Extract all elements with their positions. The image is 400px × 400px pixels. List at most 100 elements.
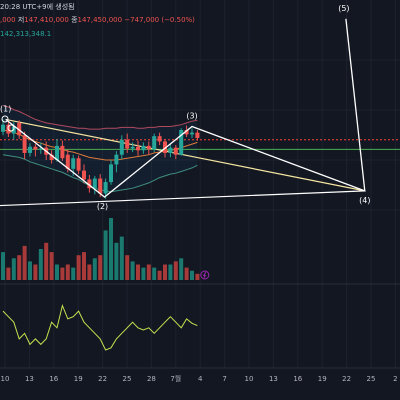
volume-bar bbox=[55, 264, 59, 280]
candle-body bbox=[114, 154, 119, 165]
x-axis-tick-label: 2 bbox=[393, 375, 397, 383]
volume-bar bbox=[11, 258, 16, 280]
volume-bar bbox=[136, 264, 140, 280]
candle-body bbox=[119, 139, 124, 155]
volume-bar bbox=[152, 267, 157, 280]
volume-bar bbox=[130, 261, 135, 280]
candle-body bbox=[33, 146, 38, 150]
candle-body bbox=[190, 132, 194, 135]
volume-bar bbox=[60, 267, 65, 280]
wave-path bbox=[5, 18, 366, 198]
rsi-pane bbox=[2, 303, 198, 351]
volume-bar bbox=[38, 249, 43, 280]
volume-bar bbox=[87, 264, 92, 280]
x-axis-tick-label: 10 bbox=[1, 375, 10, 383]
x-axis-tick-label: 16 bbox=[49, 375, 58, 383]
candle-body bbox=[76, 158, 81, 171]
change-value: −747,000 (−0.50%) bbox=[124, 16, 195, 24]
candle-body bbox=[28, 146, 32, 153]
close-value: 147,450,000 bbox=[77, 16, 123, 24]
candle-body bbox=[71, 158, 76, 169]
trend-lines bbox=[0, 118, 365, 207]
volume-bar bbox=[71, 267, 76, 280]
volume-bar bbox=[1, 252, 5, 280]
volume-bar bbox=[190, 270, 194, 280]
candle-body bbox=[173, 147, 178, 155]
candle-body bbox=[195, 132, 200, 138]
volume-bar bbox=[173, 261, 178, 280]
volume-bar bbox=[44, 242, 49, 280]
candles bbox=[1, 119, 200, 199]
volume-bar bbox=[6, 267, 11, 280]
volume-bar bbox=[92, 258, 97, 280]
x-axis-tick-label: 10 bbox=[245, 375, 254, 383]
volume-bar bbox=[33, 264, 38, 280]
wave-label: (5) bbox=[338, 4, 349, 13]
x-axis-tick-label: 19 bbox=[74, 375, 83, 383]
candle-body bbox=[163, 141, 167, 153]
volume-bar bbox=[76, 255, 81, 280]
volume-bar bbox=[157, 270, 162, 280]
candle-body bbox=[65, 154, 70, 169]
x-axis-tick-label: 4 bbox=[198, 375, 203, 383]
header-time: 20:28 UTC+9에 생성됨 bbox=[0, 3, 75, 11]
volume-bar bbox=[114, 242, 119, 280]
candle-body bbox=[168, 147, 173, 153]
x-axis-tick-label: 28 bbox=[147, 375, 156, 383]
candle-body bbox=[82, 170, 86, 180]
band-fill bbox=[3, 105, 198, 192]
volume-bar bbox=[141, 267, 146, 280]
x-axis-tick-label: 19 bbox=[318, 375, 327, 383]
candle-body bbox=[87, 179, 92, 189]
candle-body bbox=[55, 145, 59, 160]
volume-bar bbox=[195, 273, 200, 280]
candle-body bbox=[125, 139, 130, 149]
wave-marker-circle bbox=[1, 115, 9, 123]
volume-bar bbox=[109, 218, 113, 280]
candle-body bbox=[109, 164, 113, 183]
candle-body bbox=[60, 145, 65, 159]
candle-body bbox=[92, 178, 97, 189]
trend-line bbox=[0, 190, 365, 207]
candle-body bbox=[141, 145, 146, 151]
candle-body bbox=[157, 136, 162, 142]
rsi-line bbox=[2, 303, 198, 351]
candle-body bbox=[98, 178, 103, 194]
candle-body bbox=[179, 130, 184, 155]
wave-label: (2) bbox=[97, 202, 108, 211]
wave-label: (3) bbox=[186, 111, 197, 120]
volume-pane bbox=[1, 218, 210, 280]
close-label: 종 bbox=[71, 16, 78, 24]
candle-body bbox=[146, 145, 151, 150]
volume-bar bbox=[49, 252, 54, 280]
x-axis-tick-label: 22 bbox=[98, 375, 107, 383]
volume-bar bbox=[146, 264, 151, 280]
wave-marker-circle bbox=[7, 124, 15, 132]
candle-body bbox=[49, 154, 54, 160]
x-axis-tick-label: 7월 bbox=[170, 374, 181, 383]
candle-body bbox=[38, 148, 43, 150]
header-ohlc: ,000 저147,410,000 종147,450,000 −747,000 … bbox=[0, 15, 195, 25]
candle-body bbox=[17, 122, 22, 136]
volume-bar bbox=[119, 236, 124, 280]
chart-grid bbox=[0, 0, 400, 369]
x-axis-tick-label: 13 bbox=[269, 375, 278, 383]
wave-label: (4) bbox=[359, 196, 370, 205]
candle-body bbox=[1, 124, 5, 132]
x-axis-tick-label: 22 bbox=[342, 375, 351, 383]
volume-bar bbox=[103, 230, 108, 280]
trend-line bbox=[5, 118, 365, 192]
ma-value: 142,313,348.1 bbox=[0, 30, 52, 38]
candle-body bbox=[152, 136, 157, 150]
volume-bar bbox=[163, 264, 167, 280]
x-axis-tick-label: 25 bbox=[367, 375, 376, 383]
low-label: 저 bbox=[17, 16, 25, 24]
candle-body bbox=[136, 146, 140, 151]
x-axis-tick-label: 7 bbox=[222, 375, 226, 383]
candle-body bbox=[130, 146, 135, 149]
volume-bar bbox=[22, 245, 27, 280]
volume-bar bbox=[28, 261, 32, 280]
low-value: 147,410,000 bbox=[24, 16, 69, 24]
candle-body bbox=[184, 130, 189, 135]
